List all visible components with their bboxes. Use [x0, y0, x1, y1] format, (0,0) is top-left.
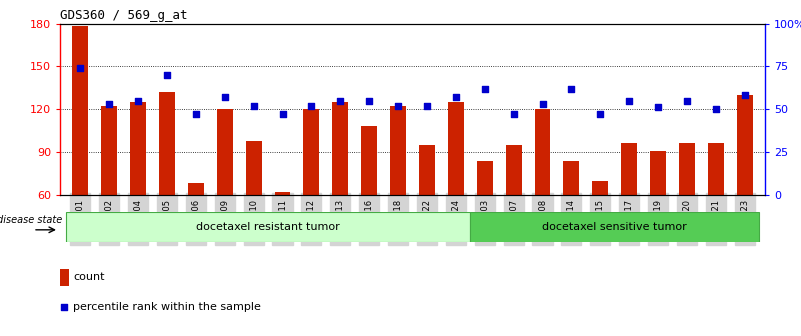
Point: [334, 98, 347, 103]
Text: disease state: disease state: [0, 215, 62, 225]
Point: [536, 101, 549, 107]
Bar: [188, 183, 203, 195]
Text: GDS360 / 569_g_at: GDS360 / 569_g_at: [60, 9, 187, 23]
Point: [681, 98, 694, 103]
Bar: [361, 126, 377, 195]
Point: [305, 103, 318, 109]
Point: [739, 93, 751, 98]
Point: [58, 304, 70, 310]
Point: [421, 103, 433, 109]
Text: docetaxel resistant tumor: docetaxel resistant tumor: [196, 222, 340, 232]
Text: count: count: [73, 272, 104, 283]
Point: [710, 107, 723, 112]
Point: [74, 66, 87, 71]
Point: [190, 112, 203, 117]
Point: [392, 103, 405, 109]
Bar: [159, 92, 175, 195]
Text: docetaxel sensitive tumor: docetaxel sensitive tumor: [542, 222, 687, 232]
Bar: [470, 212, 759, 242]
Bar: [534, 109, 550, 195]
Point: [160, 72, 173, 78]
Bar: [130, 102, 146, 195]
Point: [103, 101, 115, 107]
Bar: [622, 143, 637, 195]
Text: percentile rank within the sample: percentile rank within the sample: [73, 302, 261, 312]
Bar: [563, 161, 579, 195]
Bar: [101, 106, 117, 195]
Point: [276, 112, 289, 117]
Bar: [593, 181, 608, 195]
Point: [363, 98, 376, 103]
Bar: [477, 161, 493, 195]
Bar: [419, 145, 435, 195]
Point: [507, 112, 520, 117]
Bar: [60, 269, 69, 286]
Bar: [679, 143, 695, 195]
Point: [449, 94, 462, 100]
Bar: [448, 102, 464, 195]
Bar: [505, 145, 521, 195]
Bar: [650, 151, 666, 195]
Point: [248, 103, 260, 109]
Point: [131, 98, 144, 103]
Bar: [275, 192, 291, 195]
Point: [652, 105, 665, 110]
Bar: [708, 143, 724, 195]
Point: [594, 112, 606, 117]
Bar: [217, 109, 232, 195]
Bar: [246, 141, 262, 195]
Bar: [390, 106, 406, 195]
Point: [478, 86, 491, 91]
Bar: [737, 95, 753, 195]
Bar: [72, 27, 88, 195]
Bar: [304, 109, 320, 195]
Point: [219, 94, 231, 100]
Point: [565, 86, 578, 91]
Bar: [66, 212, 470, 242]
Point: [622, 98, 635, 103]
Bar: [332, 102, 348, 195]
